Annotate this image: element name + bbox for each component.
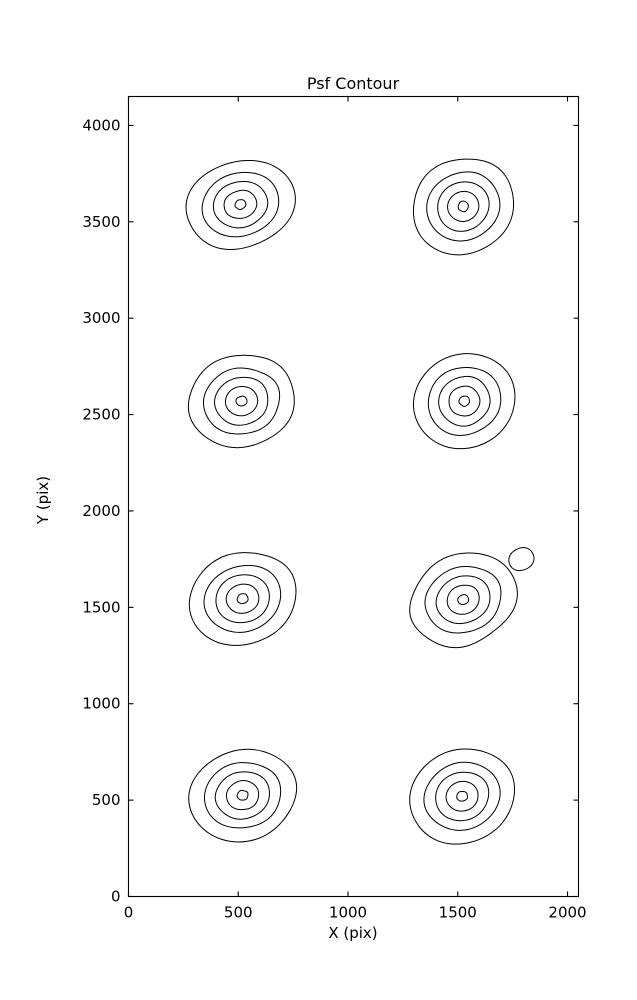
contour-level-1 [424,565,502,634]
contour-level-3 [224,386,259,417]
y-tick-label: 1500 [82,598,120,616]
x-axis-label: X (pix) [328,924,377,942]
contour-level-2 [214,376,269,426]
axes-frame [127,95,580,898]
contour-level-1 [426,171,501,242]
y-axis-label: Y (pix) [34,476,52,525]
contour-level-0 [409,748,516,845]
y-tick-label: 3000 [82,309,120,327]
x-tick-label: 500 [224,904,253,922]
contour-level-4 [236,593,249,605]
contour-level-1 [427,367,502,436]
contour-level-1 [203,762,282,829]
psf-contour-group [412,158,515,256]
contour-lines [185,158,518,845]
contour-level-4 [458,395,470,407]
contour-level-2 [214,771,270,820]
contour-level-3 [223,189,258,219]
contour-level-3 [445,780,479,812]
psf-contour-group [409,748,516,845]
psf-contour-group [187,354,295,449]
psf-contour-group [412,353,516,450]
y-tick-label: 500 [92,791,121,809]
contour-level-0 [188,552,297,646]
contour-level-0 [185,159,296,251]
stray-contours [508,547,535,572]
contour-level-3 [448,385,481,417]
contour-level-0 [188,748,298,843]
y-tick-label: 2000 [82,502,120,520]
contour-level-2 [437,181,490,232]
contour-level-2 [438,375,491,427]
psf-contour-group [409,552,518,649]
contour-level-1 [203,564,282,633]
x-axis-ticks [127,96,569,897]
y-tick-label: 0 [111,888,121,906]
y-tick-label: 4000 [82,116,120,134]
x-tick-label: 0 [124,904,134,922]
contour-level-0 [187,354,295,449]
psf-contour-group [188,748,298,843]
contour-level-4 [235,395,248,407]
contour-level-2 [212,180,269,229]
contour-level-2 [435,771,490,822]
contour-level-1 [201,171,280,238]
chart-title: Psf Contour [307,74,400,93]
psf-contour-group [185,159,296,251]
contour-level-2 [215,574,270,624]
contour-level-1 [202,367,281,435]
contour-level-1 [423,761,501,831]
contour-level-4 [234,199,247,211]
x-tick-label: 1000 [329,904,367,922]
y-tick-label: 3500 [82,213,120,231]
contour-level-0 [409,552,518,649]
psf-contour-group [188,552,297,646]
y-tick-label: 2500 [82,406,120,424]
contour-level-2 [435,575,491,625]
contour-level-4 [236,789,249,801]
x-axis-ticklabels: 0 500 1000 1500 2000 [124,904,587,922]
contour-level-4 [457,594,470,606]
contour-level-3 [225,780,260,811]
contour-level-4 [456,790,469,802]
x-tick-label: 2000 [548,904,586,922]
contour-level-3 [447,190,480,222]
contour-level-4 [457,200,469,213]
x-tick-label: 1500 [439,904,477,922]
y-axis-ticklabels: 0 500 1000 1500 2000 2500 3000 3500 4000 [82,116,120,905]
contour-level-3 [225,583,260,614]
y-axis-ticks [128,124,579,898]
contour-level-3 [446,584,480,615]
y-tick-label: 1000 [82,695,120,713]
contour-level-0 [412,353,516,450]
stray-contour-blob [508,547,535,572]
contour-level-0 [412,158,515,256]
